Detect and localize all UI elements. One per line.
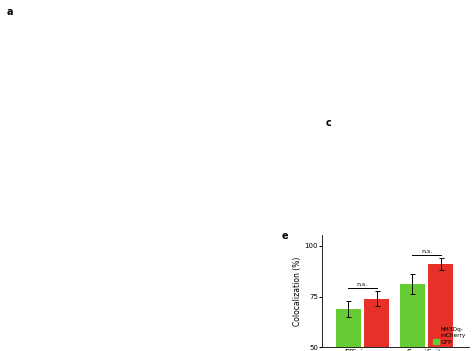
Bar bbox=[364, 299, 389, 351]
Y-axis label: Colocalization (%): Colocalization (%) bbox=[293, 257, 302, 326]
Text: n.s.: n.s. bbox=[421, 249, 432, 254]
Text: d: d bbox=[8, 239, 15, 249]
Text: n.s.: n.s. bbox=[357, 282, 368, 287]
Text: a: a bbox=[7, 7, 14, 16]
Bar bbox=[400, 284, 425, 351]
Legend: hM3Dq-
mCherry, GFP: hM3Dq- mCherry, GFP bbox=[433, 327, 466, 345]
Bar bbox=[428, 264, 453, 351]
Text: e: e bbox=[281, 231, 288, 241]
Bar bbox=[336, 309, 361, 351]
Text: c: c bbox=[325, 118, 331, 128]
Text: b: b bbox=[8, 118, 15, 128]
